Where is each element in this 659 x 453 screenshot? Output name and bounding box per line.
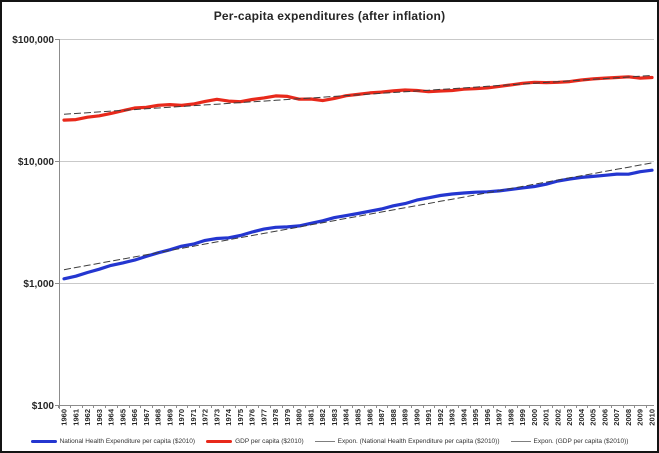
legend: National Health Expenditure per capita (… bbox=[2, 438, 657, 445]
x-tick-label: 1982 bbox=[318, 409, 327, 426]
x-tick-label: 2010 bbox=[648, 409, 657, 426]
x-tick-label: 1996 bbox=[483, 409, 492, 426]
legend-item-1: GDP per capita ($2010) bbox=[206, 438, 304, 445]
x-tick-label: 1987 bbox=[377, 409, 386, 426]
x-tick-label: 1997 bbox=[495, 409, 504, 426]
series-nhe-line bbox=[62, 168, 654, 281]
x-tick-label: 1986 bbox=[365, 409, 374, 426]
x-tick-label: 1980 bbox=[295, 409, 304, 426]
trendline-gdp bbox=[63, 75, 653, 115]
x-tick-label: 1968 bbox=[154, 409, 163, 426]
x-tick-label: 1974 bbox=[224, 408, 233, 426]
legend-label: National Health Expenditure per capita (… bbox=[59, 438, 196, 445]
x-tick-label: 1994 bbox=[459, 408, 468, 426]
x-tick-label: 1964 bbox=[107, 408, 116, 426]
x-tick-label: 1966 bbox=[130, 409, 139, 426]
x-tick-label: 1971 bbox=[189, 409, 198, 426]
x-tick-label: 1989 bbox=[401, 409, 410, 426]
x-tick-label: 1973 bbox=[212, 409, 221, 426]
x-tick-label: 1969 bbox=[165, 409, 174, 426]
x-tick-label: 2004 bbox=[577, 408, 586, 426]
x-tick-label: 1991 bbox=[424, 409, 433, 426]
x-tick-label: 2003 bbox=[565, 409, 574, 426]
y-tick-label: $1,000 bbox=[23, 279, 54, 290]
legend-swatch-icon bbox=[510, 441, 531, 442]
legend-label: GDP per capita ($2010) bbox=[235, 438, 304, 445]
legend-item-3: Expon. (GDP per capita ($2010)) bbox=[510, 438, 629, 445]
y-tick-label: $100 bbox=[32, 401, 55, 412]
y-tick-label: $100,000 bbox=[12, 35, 54, 46]
legend-label: Expon. (GDP per capita ($2010)) bbox=[533, 438, 629, 445]
x-tick-label: 2006 bbox=[600, 409, 609, 426]
x-tick-label: 1963 bbox=[95, 409, 104, 426]
x-tick-label: 1975 bbox=[236, 409, 245, 426]
x-tick-label: 1962 bbox=[83, 409, 92, 426]
legend-item-0: National Health Expenditure per capita (… bbox=[30, 438, 196, 445]
x-tick-label: 2008 bbox=[624, 409, 633, 426]
legend-swatch-icon bbox=[30, 440, 57, 443]
x-tick-label: 2005 bbox=[589, 409, 598, 426]
x-tick-label: 1985 bbox=[354, 409, 363, 426]
y-tick-label: $10,000 bbox=[18, 157, 55, 168]
x-tick-label: 1977 bbox=[259, 409, 268, 426]
legend-label: Expon. (National Health Expenditure per … bbox=[337, 438, 500, 445]
x-tick-label: 1965 bbox=[118, 409, 127, 426]
x-tick-label: 1999 bbox=[518, 409, 527, 426]
x-tick-label: 1961 bbox=[71, 409, 80, 426]
x-tick-label: 2007 bbox=[612, 409, 621, 426]
x-tick-label: 2002 bbox=[553, 409, 562, 426]
x-tick-label: 1978 bbox=[271, 409, 280, 426]
legend-swatch-icon bbox=[206, 440, 233, 443]
x-tick-label: 1998 bbox=[506, 409, 515, 426]
x-tick-label: 1976 bbox=[248, 409, 257, 426]
x-tick-label: 1981 bbox=[306, 409, 315, 426]
x-tick-label: 2009 bbox=[636, 409, 645, 426]
x-tick-label: 1972 bbox=[201, 409, 210, 426]
x-tick-label: 1988 bbox=[389, 409, 398, 426]
legend-item-2: Expon. (National Health Expenditure per … bbox=[314, 438, 500, 445]
x-tick-label: 1984 bbox=[342, 408, 351, 426]
x-tick-label: 1992 bbox=[436, 409, 445, 426]
x-tick-label: 1960 bbox=[60, 409, 69, 426]
x-tick-label: 1979 bbox=[283, 409, 292, 426]
legend-swatch-icon bbox=[314, 441, 335, 442]
x-tick-label: 2000 bbox=[530, 409, 539, 426]
series-gdp-line bbox=[62, 75, 654, 122]
chart-title: Per-capita expenditures (after inflation… bbox=[213, 9, 446, 23]
x-tick-label: 1990 bbox=[412, 409, 421, 426]
x-tick-label: 2001 bbox=[542, 409, 551, 426]
x-tick-label: 1993 bbox=[448, 409, 457, 426]
x-tick-label: 1967 bbox=[142, 409, 151, 426]
x-tick-label: 1983 bbox=[330, 409, 339, 426]
x-tick-label: 1970 bbox=[177, 409, 186, 426]
x-tick-label: 1995 bbox=[471, 409, 480, 426]
